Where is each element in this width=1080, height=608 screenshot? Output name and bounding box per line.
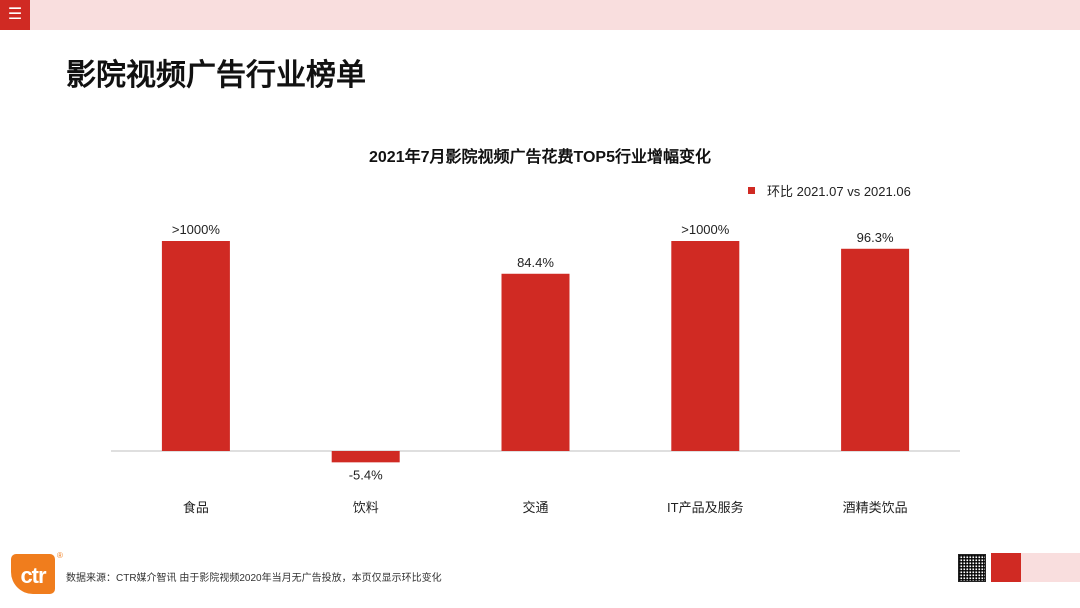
legend-swatch xyxy=(748,187,755,194)
category-label: 饮料 xyxy=(353,500,379,515)
logo-text: ctr xyxy=(20,563,46,588)
legend-label: 环比 2021.07 vs 2021.06 xyxy=(767,184,911,199)
bar xyxy=(161,241,230,451)
category-label: 酒精类饮品 xyxy=(843,500,908,515)
data-label: 84.4% xyxy=(517,255,554,270)
hamburger-menu-button[interactable]: ☰ xyxy=(0,0,30,30)
bar xyxy=(331,451,400,463)
data-label: >1000% xyxy=(681,222,730,237)
data-label: -5.4% xyxy=(349,467,383,482)
bar xyxy=(841,248,910,451)
bar xyxy=(501,273,570,451)
ctr-logo: ctr xyxy=(11,554,55,594)
chart-legend: 环比 2021.07 vs 2021.06 xyxy=(748,181,911,200)
data-source-note: 数据来源：CTR媒介智讯 由于影院视频2020年当月无广告投放，本页仅显示环比变… xyxy=(66,573,442,584)
qr-code xyxy=(958,554,986,582)
top-band xyxy=(0,0,1080,30)
data-label: >1000% xyxy=(172,222,221,237)
data-label: 96.3% xyxy=(857,230,894,245)
page-title: 影院视频广告行业榜单 xyxy=(66,59,366,92)
footer-accent-red xyxy=(991,553,1021,582)
registered-mark: ® xyxy=(57,551,63,560)
category-label: IT产品及服务 xyxy=(667,500,744,515)
category-label: 食品 xyxy=(183,500,209,515)
chart-title: 2021年7月影院视频广告花费TOP5行业增幅变化 xyxy=(369,149,711,166)
hamburger-icon: ☰ xyxy=(7,6,23,23)
bar xyxy=(671,241,740,451)
category-label: 交通 xyxy=(522,500,548,515)
footer-accent-pink xyxy=(1021,553,1080,582)
